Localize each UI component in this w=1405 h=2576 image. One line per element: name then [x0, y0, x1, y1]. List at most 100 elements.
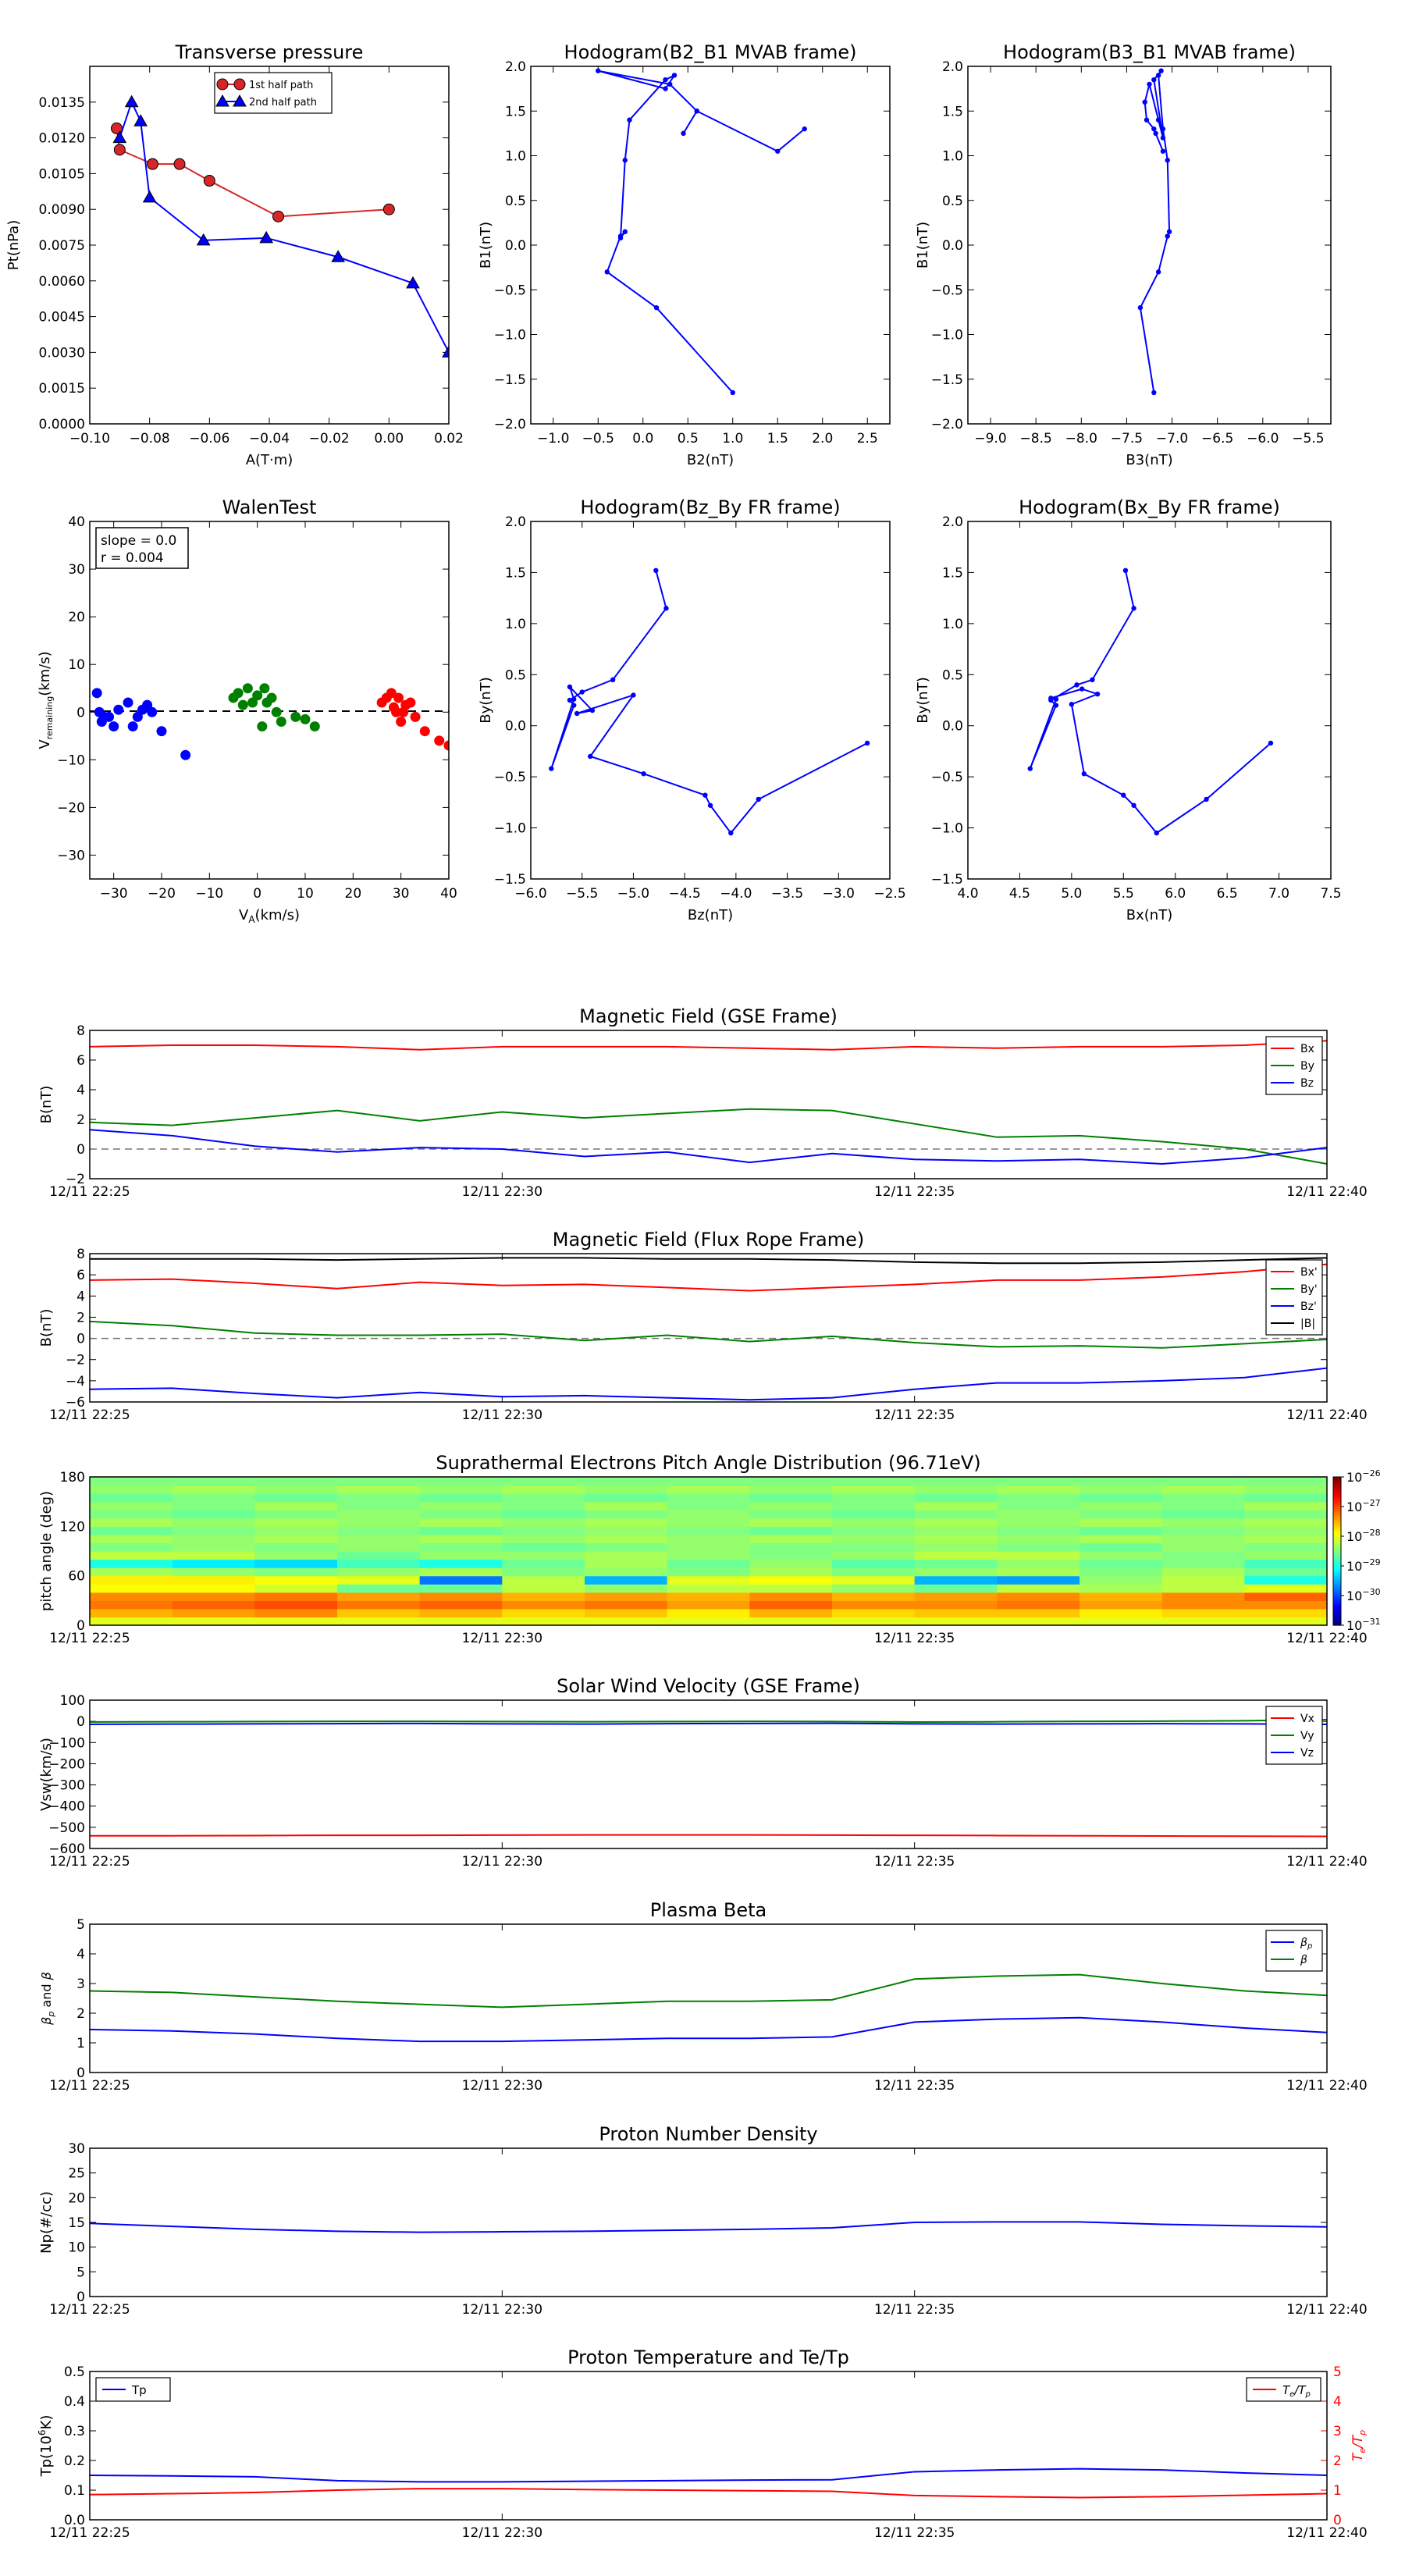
x-tick-label: −0.08 [130, 431, 170, 447]
y-tick-label: −20 [57, 800, 85, 816]
x-tick-label: 12/11 22:30 [462, 1631, 542, 1646]
y-ticks: 0.0000 0.0015 0.0030 0.0045 0.0060 0.0075 0.00… [39, 95, 449, 432]
y-tick-label: 1.5 [505, 104, 526, 119]
x-tick-label: 12/11 22:30 [462, 1854, 542, 1870]
data-point [406, 276, 420, 289]
y-axis-label: B1(nT) [478, 222, 494, 269]
heatmap-cell [1080, 1477, 1163, 1486]
heatmap-cell [337, 1608, 421, 1618]
x-tick-label: 12/11 22:40 [1286, 1184, 1367, 1200]
y-tick-label: 0.0030 [39, 345, 85, 361]
y-tick-label: −0.5 [931, 770, 963, 785]
heatmap-cell [90, 1510, 173, 1519]
legend-label: By [1300, 1060, 1314, 1073]
y-tick-label: −4 [66, 1374, 85, 1389]
heatmap-cell [254, 1584, 338, 1593]
heatmap-cell [749, 1608, 833, 1618]
series-line-vx [90, 1834, 1327, 1838]
heatmap-cell [832, 1584, 916, 1593]
heatmap-cell [749, 1485, 833, 1494]
x-tick-label: 12/11 22:25 [49, 2525, 130, 2541]
heatmap-cell [1161, 1485, 1245, 1494]
x-tick-label: 0.00 [374, 431, 404, 447]
x-tick-label: 4.5 [1009, 886, 1030, 902]
annotation-box: slope = 0.0r = 0.004 [95, 527, 189, 569]
legend-label: Vy [1300, 1730, 1314, 1742]
data-point [123, 697, 133, 708]
heatmap-cell [749, 1501, 833, 1510]
plot-area [596, 68, 807, 396]
y-tick-label-right: 5 [1333, 2364, 1342, 2380]
legend-label: Bz [1300, 1077, 1314, 1090]
y-tick-label: −1.5 [494, 872, 526, 888]
x-tick-label: −8.5 [1020, 431, 1052, 447]
heatmap-cell [1244, 1617, 1328, 1626]
y-tick-label: 0.5 [505, 194, 526, 209]
data-point [259, 683, 270, 694]
legend-label: Te/Tp [1282, 2383, 1311, 2399]
heatmap-cell [1244, 1510, 1328, 1519]
heatmap-cell [1080, 1559, 1163, 1568]
data-point [252, 690, 263, 701]
heatmap-cell [585, 1542, 668, 1552]
heatmap-cell [172, 1534, 255, 1544]
chart-title: Transverse pressure [175, 41, 364, 63]
y-tick-label-right: 3 [1333, 2424, 1342, 2439]
x-tick-label: 12/11 22:40 [1286, 2302, 1367, 2318]
heatmap-cell [997, 1575, 1080, 1585]
heatmap-cell [1161, 1617, 1245, 1626]
data-point [242, 683, 253, 694]
heatmap-cell [337, 1517, 421, 1527]
chart-title: Hodogram(Bz_By FR frame) [580, 496, 840, 518]
heatmap-cell [337, 1542, 421, 1552]
heatmap-cell [832, 1485, 916, 1494]
colorbar-tick-label: 10−28 [1346, 1528, 1381, 1544]
heatmap-cell [502, 1600, 585, 1610]
heatmap-cell [172, 1551, 255, 1560]
x-tick-label: 12/11 22:30 [462, 1407, 542, 1423]
heatmap-cell [254, 1517, 338, 1527]
data-point [419, 726, 430, 737]
data-point [1160, 148, 1166, 154]
heatmap-cell [502, 1485, 585, 1494]
heatmap-cell [1080, 1510, 1163, 1519]
heatmap-cell [254, 1592, 338, 1601]
heatmap-cell [667, 1551, 750, 1560]
plot-area [1027, 568, 1274, 836]
x-tick-label: 12/11 22:40 [1286, 1631, 1367, 1646]
heatmap-cell [997, 1517, 1080, 1527]
heatmap-cell [1244, 1517, 1328, 1527]
data-point [1165, 158, 1170, 163]
x-tick-label: 10 [297, 886, 314, 902]
y-tick-label: 15 [68, 2215, 85, 2231]
chart-mag_fr: Magnetic Field (Flux Rope Frame) 12/11 22… [38, 1229, 1368, 1423]
y-tick-label: 20 [68, 2190, 85, 2206]
x-tick-label: −2.5 [873, 886, 905, 902]
legend: Tp [95, 2377, 171, 2402]
heatmap-cell [749, 1510, 833, 1519]
heatmap-cell [90, 1477, 173, 1486]
data-point [405, 697, 416, 708]
heatmap-cell [667, 1575, 750, 1585]
y-tick-label: 0.0 [942, 238, 963, 254]
data-point [396, 716, 407, 727]
y-tick-label: 180 [60, 1470, 85, 1485]
y-axis-label: By(nT) [478, 677, 494, 723]
heatmap-cell [914, 1567, 998, 1577]
heatmap-cell [254, 1501, 338, 1510]
y-ticks: 0 1 2 3 4 5 [76, 1917, 1327, 2081]
axes-frame [89, 66, 450, 425]
data-point [259, 230, 274, 244]
heatmap-cell [997, 1608, 1080, 1618]
heatmap-cell [1244, 1559, 1328, 1568]
x-ticks: 4.0 4.5 5.0 5.5 6.0 6.5 7.0 7.5 [957, 521, 1342, 902]
y-tick-label: −1.0 [931, 328, 963, 343]
heatmap-cell [254, 1477, 338, 1486]
axes-frame [967, 66, 1332, 425]
heatmap-cell [337, 1575, 421, 1585]
y-tick-label: 0 [76, 2290, 85, 2305]
y-tick-label: 0.2 [64, 2453, 85, 2469]
y-tick-label: 0.0045 [39, 310, 85, 326]
data-point [1160, 126, 1166, 132]
data-point [802, 126, 807, 132]
